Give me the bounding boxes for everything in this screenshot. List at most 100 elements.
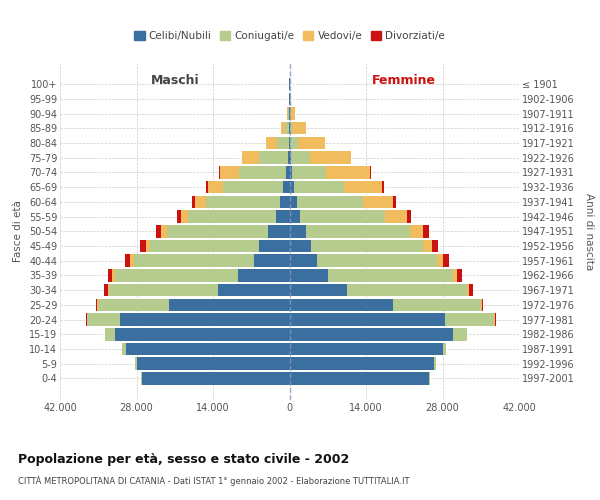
Bar [280, 196, 290, 208]
Bar [317, 254, 437, 267]
Bar [363, 196, 393, 208]
Bar [167, 225, 268, 237]
Bar [130, 254, 134, 267]
Bar [105, 328, 115, 340]
Bar [290, 254, 317, 267]
Bar [290, 92, 291, 105]
Bar [109, 284, 218, 296]
Bar [454, 269, 457, 281]
Bar [306, 225, 410, 237]
Bar [290, 108, 295, 120]
Bar [137, 358, 290, 370]
Bar [141, 372, 142, 384]
Bar [107, 284, 109, 296]
Bar [467, 284, 469, 296]
Bar [115, 328, 290, 340]
Bar [107, 269, 112, 281]
Bar [298, 136, 325, 149]
Bar [301, 210, 385, 223]
Bar [238, 269, 290, 281]
Bar [290, 225, 306, 237]
Bar [112, 269, 115, 281]
Bar [393, 196, 396, 208]
Text: CITTÀ METROPOLITANA DI CATANIA - Dati ISTAT 1° gennaio 2002 - Elaborazione TUTTI: CITTÀ METROPOLITANA DI CATANIA - Dati IS… [18, 476, 409, 486]
Bar [311, 240, 424, 252]
Bar [290, 240, 311, 252]
Bar [259, 240, 290, 252]
Bar [287, 108, 289, 120]
Bar [443, 342, 446, 355]
Bar [290, 136, 298, 149]
Bar [208, 181, 223, 194]
Bar [457, 269, 462, 281]
Bar [268, 225, 290, 237]
Bar [445, 314, 494, 326]
Bar [266, 136, 277, 149]
Bar [242, 152, 259, 164]
Text: Femmine: Femmine [372, 74, 436, 87]
Bar [295, 181, 344, 194]
Bar [259, 152, 288, 164]
Bar [290, 152, 310, 164]
Bar [443, 254, 449, 267]
Bar [220, 166, 239, 178]
Y-axis label: Fasce di età: Fasce di età [13, 200, 23, 262]
Bar [135, 358, 137, 370]
Bar [115, 269, 238, 281]
Bar [290, 196, 297, 208]
Bar [188, 210, 276, 223]
Bar [290, 328, 454, 340]
Bar [297, 196, 363, 208]
Bar [176, 210, 181, 223]
Bar [161, 225, 167, 237]
Bar [290, 314, 445, 326]
Bar [239, 166, 286, 178]
Bar [97, 298, 98, 311]
Bar [434, 358, 436, 370]
Bar [125, 342, 290, 355]
Bar [88, 314, 120, 326]
Bar [156, 225, 161, 237]
Bar [382, 181, 384, 194]
Bar [344, 181, 382, 194]
Bar [283, 181, 290, 194]
Bar [195, 196, 206, 208]
Bar [125, 254, 130, 267]
Bar [310, 152, 350, 164]
Bar [192, 196, 195, 208]
Bar [429, 372, 430, 384]
Text: Popolazione per età, sesso e stato civile - 2002: Popolazione per età, sesso e stato civil… [18, 452, 349, 466]
Bar [289, 136, 290, 149]
Bar [292, 166, 326, 178]
Legend: Celibi/Nubili, Coniugati/e, Vedovi/e, Divorziati/e: Celibi/Nubili, Coniugati/e, Vedovi/e, Di… [130, 27, 449, 46]
Bar [281, 122, 286, 134]
Bar [290, 358, 434, 370]
Bar [286, 166, 290, 178]
Bar [206, 196, 280, 208]
Bar [286, 122, 289, 134]
Bar [347, 284, 467, 296]
Bar [290, 372, 429, 384]
Bar [424, 240, 431, 252]
Bar [394, 298, 481, 311]
Bar [292, 122, 306, 134]
Bar [328, 269, 454, 281]
Bar [254, 254, 290, 267]
Bar [277, 136, 289, 149]
Bar [218, 284, 290, 296]
Bar [140, 240, 146, 252]
Bar [290, 298, 394, 311]
Bar [290, 166, 292, 178]
Bar [122, 342, 125, 355]
Bar [410, 225, 424, 237]
Bar [290, 269, 328, 281]
Bar [181, 210, 188, 223]
Bar [146, 240, 150, 252]
Bar [120, 314, 290, 326]
Bar [288, 152, 290, 164]
Bar [482, 298, 483, 311]
Bar [104, 284, 107, 296]
Bar [454, 328, 467, 340]
Bar [407, 210, 412, 223]
Bar [431, 240, 437, 252]
